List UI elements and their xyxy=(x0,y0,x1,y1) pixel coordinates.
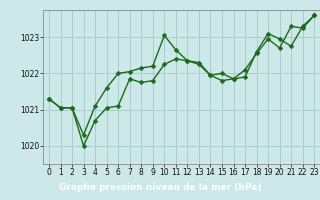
Text: Graphe pression niveau de la mer (hPa): Graphe pression niveau de la mer (hPa) xyxy=(59,182,261,192)
